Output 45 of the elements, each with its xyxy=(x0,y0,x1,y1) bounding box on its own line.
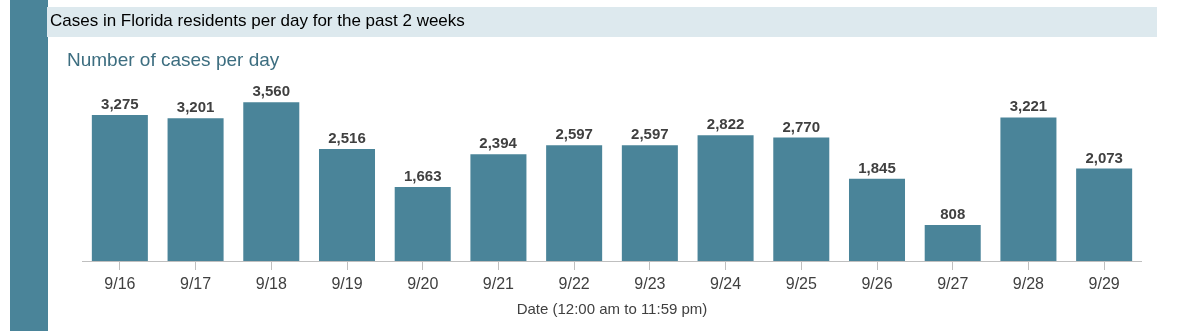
data-label: 2,597 xyxy=(555,125,593,143)
bar xyxy=(318,148,376,261)
bar xyxy=(470,154,527,261)
data-label: 1,663 xyxy=(403,166,442,184)
chart-subtitle: Number of cases per day xyxy=(67,49,280,71)
x-tick-label: 9/22 xyxy=(558,275,590,293)
bar xyxy=(91,115,148,261)
x-tick-label: 9/20 xyxy=(407,275,439,293)
data-label: 2,822 xyxy=(706,115,745,133)
x-tick-label: 9/27 xyxy=(937,275,969,293)
data-label: 2,516 xyxy=(328,128,366,146)
x-tick-label: 9/25 xyxy=(785,275,817,293)
bar xyxy=(621,145,678,261)
bar xyxy=(697,135,754,261)
data-label: 3,221 xyxy=(1009,97,1048,115)
x-tick-label: 9/28 xyxy=(1012,275,1045,293)
bar xyxy=(394,186,451,261)
data-label: 808 xyxy=(940,204,966,222)
bar xyxy=(243,102,300,261)
bar xyxy=(773,137,830,261)
data-label: 3,560 xyxy=(252,82,291,100)
x-tick-label: 9/24 xyxy=(710,275,742,293)
bar xyxy=(1000,117,1057,261)
data-label: 1,845 xyxy=(858,158,896,176)
data-label: 2,597 xyxy=(631,125,669,143)
data-label: 2,770 xyxy=(782,117,821,135)
x-tick-label: 9/29 xyxy=(1088,275,1120,293)
x-tick-label: 9/21 xyxy=(482,275,515,293)
data-label: 2,073 xyxy=(1085,148,1123,166)
x-tick-label: 9/23 xyxy=(634,275,666,293)
x-tick-label: 9/17 xyxy=(180,275,212,293)
bar xyxy=(546,145,603,261)
bar xyxy=(848,178,906,261)
x-axis-title: Date (12:00 am to 11:59 pm) xyxy=(516,300,708,318)
x-tick-label: 9/19 xyxy=(331,275,363,293)
bar xyxy=(167,118,224,261)
data-label: 3,275 xyxy=(101,95,139,113)
data-label: 2,394 xyxy=(479,134,518,152)
x-tick-label: 9/16 xyxy=(104,275,136,293)
x-tick-label: 9/18 xyxy=(255,275,287,293)
bar xyxy=(924,224,981,261)
x-tick-label: 9/26 xyxy=(861,275,893,293)
bar xyxy=(1076,168,1133,261)
chart-title: Cases in Florida residents per day for the past 2 weeks xyxy=(50,11,465,31)
data-label: 3,201 xyxy=(176,98,215,116)
